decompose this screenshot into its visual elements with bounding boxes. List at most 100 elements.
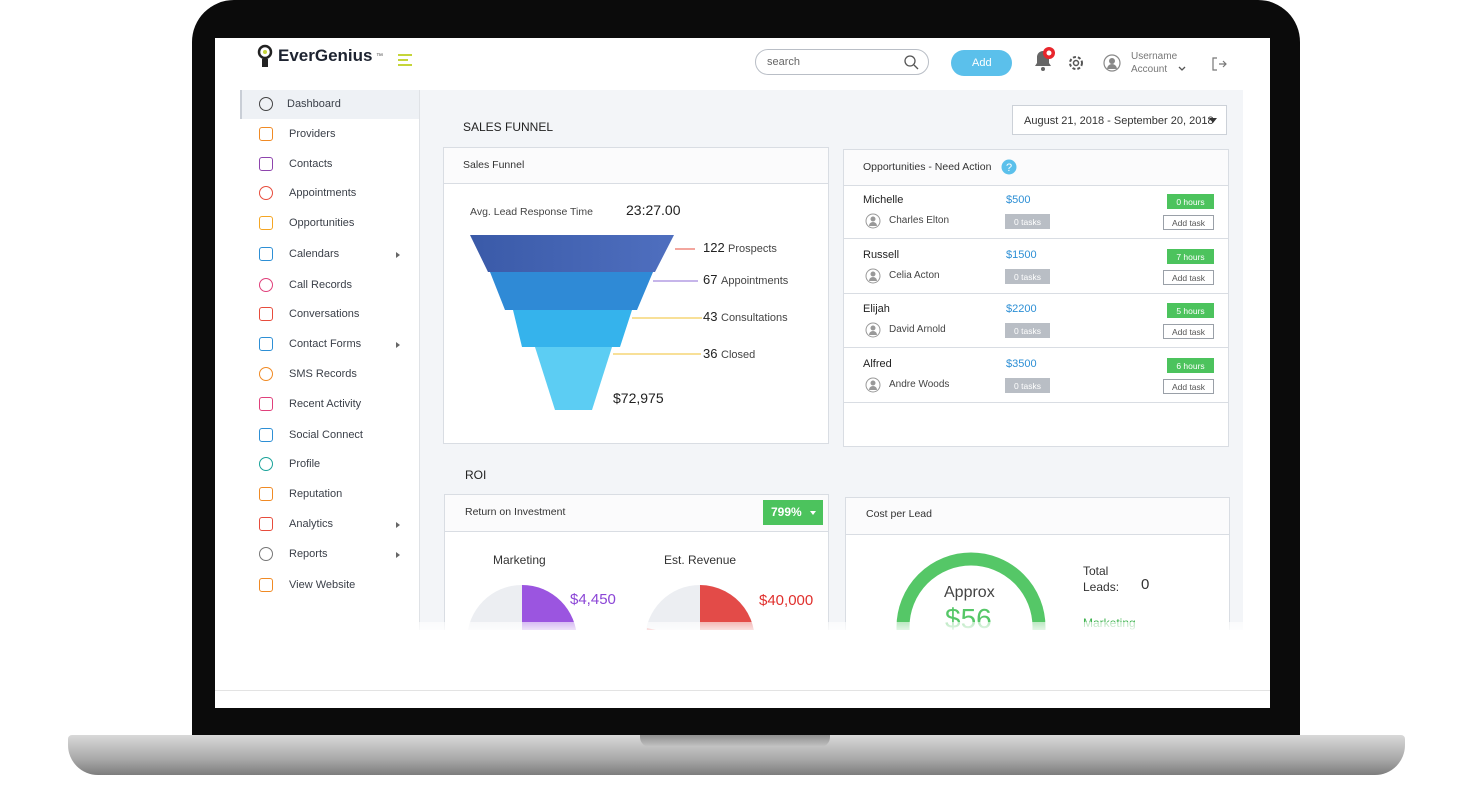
opportunity-name: Michelle bbox=[863, 194, 904, 206]
opportunity-contact: David Arnold bbox=[889, 324, 946, 335]
add-task-label[interactable]: Add task bbox=[1171, 218, 1206, 228]
stage-count: 122 bbox=[703, 240, 725, 255]
username: Username bbox=[1131, 51, 1178, 62]
sidebar-item[interactable]: Appointments bbox=[289, 187, 357, 199]
section-title: ROI bbox=[465, 468, 487, 482]
sidebar-item[interactable]: SMS Records bbox=[289, 368, 357, 380]
opportunity-contact: Charles Elton bbox=[889, 215, 950, 226]
sidebar-icon bbox=[259, 547, 273, 561]
sidebar-item[interactable]: Calendars bbox=[289, 248, 340, 260]
add-button[interactable]: Add bbox=[951, 50, 1012, 76]
stage-label: Appointments bbox=[721, 275, 789, 287]
add-task-label[interactable]: Add task bbox=[1171, 327, 1206, 337]
opportunity-amount: $500 bbox=[1006, 194, 1031, 206]
add-task-button[interactable]: Add task bbox=[1163, 269, 1214, 285]
add-task-button[interactable]: Add task bbox=[1163, 215, 1214, 230]
add-button-label[interactable]: Add bbox=[972, 57, 992, 69]
submenu-arrow bbox=[396, 552, 400, 558]
total-leads-value: 0 bbox=[1141, 576, 1150, 593]
search-icon bbox=[904, 55, 919, 70]
sidebar-icon bbox=[259, 397, 273, 411]
avatar-icon bbox=[1103, 54, 1121, 72]
add-task-button[interactable]: Add task bbox=[1163, 378, 1214, 394]
stage-label: Prospects bbox=[728, 243, 777, 255]
roi-badge-label[interactable]: 799% bbox=[771, 505, 802, 519]
sidebar-item[interactable]: View Website bbox=[289, 579, 356, 591]
sidebar-item[interactable]: Recent Activity bbox=[289, 398, 362, 410]
sidebar-item[interactable]: Opportunities bbox=[289, 217, 355, 229]
revenue-value: $40,000 bbox=[759, 592, 814, 609]
add-task-label[interactable]: Add task bbox=[1171, 272, 1206, 283]
card-header bbox=[444, 148, 828, 184]
marketing-label: Marketing bbox=[493, 553, 546, 567]
date-caret bbox=[1209, 118, 1217, 123]
logo-text: EverGenius bbox=[278, 46, 373, 65]
sidebar-item[interactable]: Contacts bbox=[289, 158, 333, 170]
sidebar-item[interactable]: Dashboard bbox=[287, 98, 341, 110]
sidebar-item[interactable]: Providers bbox=[289, 128, 336, 140]
sidebar-icon bbox=[259, 278, 273, 292]
sidebar-item[interactable]: Call Records bbox=[289, 279, 352, 291]
row-divider bbox=[843, 347, 1229, 348]
card-title: Sales Funnel bbox=[463, 159, 525, 171]
row-divider bbox=[843, 238, 1229, 239]
hours-label: 0 hours bbox=[1176, 197, 1205, 207]
opportunity-name: Russell bbox=[863, 248, 900, 261]
tasks-label: 0 tasks bbox=[1014, 217, 1041, 227]
contact-icon bbox=[865, 322, 881, 338]
sidebar-item[interactable]: Reports bbox=[289, 548, 328, 560]
sidebar-icon bbox=[259, 97, 273, 111]
logo-mark: ™ bbox=[376, 53, 383, 60]
marketing-value: $4,450 bbox=[570, 591, 616, 608]
sidebar-item[interactable]: Contact Forms bbox=[289, 338, 362, 350]
logout-icon bbox=[1212, 57, 1227, 71]
notification-bell bbox=[1035, 47, 1055, 71]
sidebar-icon bbox=[259, 307, 273, 321]
row-divider bbox=[843, 401, 1229, 403]
opportunity-contact: Andre Woods bbox=[889, 378, 950, 390]
sidebar-icon bbox=[259, 578, 273, 592]
section-title: SALES FUNNEL bbox=[463, 120, 554, 134]
date-picker[interactable] bbox=[1012, 105, 1227, 135]
screen-fade bbox=[215, 622, 1270, 690]
sidebar-icon bbox=[259, 487, 273, 501]
hours-badge: 0 hours bbox=[1167, 194, 1214, 209]
sidebar-icon bbox=[259, 186, 273, 200]
card-title: Opportunities - Need Action bbox=[863, 161, 992, 173]
stage-label: Closed bbox=[721, 349, 756, 361]
approx-label: Approx bbox=[944, 584, 995, 601]
funnel bbox=[470, 235, 702, 410]
response-label: Avg. Lead Response Time bbox=[470, 206, 593, 218]
contact-icon bbox=[865, 213, 881, 229]
account: Account bbox=[1131, 64, 1168, 75]
tasks-badge: 0 tasks bbox=[1005, 377, 1050, 393]
sidebar-item[interactable]: Social Connect bbox=[289, 429, 363, 441]
stage-count: 43 bbox=[703, 309, 718, 324]
sidebar-icon bbox=[259, 428, 273, 442]
hours-badge: 6 hours bbox=[1167, 357, 1214, 373]
settings-icon bbox=[1069, 56, 1083, 70]
sidebar-divider bbox=[419, 90, 420, 630]
response-value: 23:27.00 bbox=[626, 202, 681, 218]
date-range[interactable]: August 21, 2018 - September 20, 2018 bbox=[1024, 115, 1214, 127]
sidebar-item[interactable]: Analytics bbox=[289, 518, 334, 530]
sidebar-item[interactable]: Profile bbox=[289, 458, 321, 470]
add-task-label[interactable]: Add task bbox=[1171, 381, 1206, 392]
opportunities-card bbox=[843, 149, 1229, 447]
logo-icon bbox=[257, 44, 273, 67]
sidebar-item[interactable]: Reputation bbox=[289, 488, 343, 500]
sidebar-icon bbox=[259, 127, 273, 141]
opportunity-amount: $1500 bbox=[1006, 248, 1037, 261]
laptop-notch bbox=[640, 735, 830, 747]
submenu-arrow bbox=[396, 342, 400, 348]
card-header bbox=[846, 498, 1229, 535]
menu-toggle bbox=[398, 54, 412, 66]
contact-icon bbox=[865, 268, 881, 283]
search-placeholder: search bbox=[767, 56, 801, 68]
sidebar-item[interactable]: Conversations bbox=[289, 308, 360, 320]
opportunity-name: Alfred bbox=[863, 357, 892, 370]
hours-badge: 5 hours bbox=[1167, 303, 1214, 318]
add-task-button[interactable]: Add task bbox=[1163, 324, 1214, 339]
search-box[interactable] bbox=[755, 49, 929, 75]
revenue-pie bbox=[645, 585, 755, 630]
